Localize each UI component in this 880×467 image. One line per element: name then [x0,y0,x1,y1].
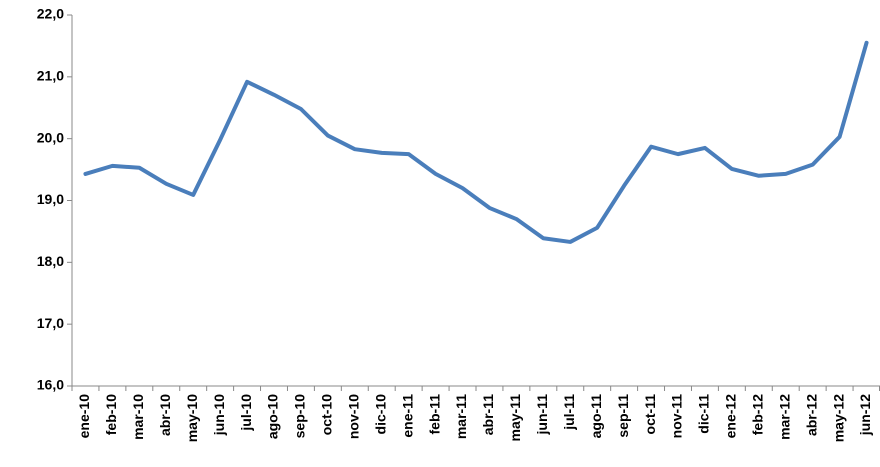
x-tick-label: dic-11 [696,394,712,434]
page: 16,0 17,0 18,0 19,0 20,0 21,0 22,0 ene-10 feb-10… [0,0,880,467]
x-tick-label: sep-10 [292,394,308,439]
x-tick-label: dic-10 [372,394,388,435]
y-tick-label: 20,0 [37,129,64,145]
x-tick-label: jul-11 [561,394,577,431]
x-tick-label: oct-10 [319,394,335,435]
x-tick-label: jun-12 [857,394,873,436]
x-tick-label: ago-10 [265,394,281,439]
x-tick-label: oct-11 [642,394,658,435]
x-tick-label: nov-11 [669,394,685,439]
chart: 16,0 17,0 18,0 19,0 20,0 21,0 22,0 ene-10 feb-10… [0,0,880,467]
x-tick-label: ene-11 [399,394,415,438]
x-tick-label: feb-12 [750,394,766,435]
x-tick-label: sep-11 [615,394,631,438]
x-tick-label: feb-11 [426,394,442,435]
x-tick-label: feb-10 [103,394,119,435]
y-tick-label: 18,0 [37,253,64,269]
x-tick-label: mar-10 [130,394,146,440]
x-tick-label: ene-12 [723,394,739,439]
x-tick-label: mar-11 [453,394,469,439]
x-tick-label: may-10 [184,394,200,442]
x-tick-label: jun-11 [534,394,550,436]
x-tick-label: nov-10 [346,394,362,439]
y-tick-label: 16,0 [37,377,64,393]
y-tick-label: 22,0 [37,6,64,22]
y-tick-label: 21,0 [37,68,64,84]
y-tick-label: 19,0 [37,191,64,207]
x-tick-label: may-11 [507,394,523,442]
y-tick-label: 17,0 [37,315,64,331]
x-tick-label: jul-10 [238,394,254,432]
x-tick-label: mar-12 [776,394,792,440]
line [85,43,866,242]
x-tick-label: may-12 [830,394,846,442]
x-tick-label: abr-10 [157,394,173,436]
x-tick-label: abr-12 [803,394,819,436]
x-tick-label: abr-11 [480,394,496,435]
x-tick-label: jun-10 [211,394,227,436]
x-tick-label: ene-10 [76,394,92,439]
x-tick-label: ago-11 [588,394,604,439]
